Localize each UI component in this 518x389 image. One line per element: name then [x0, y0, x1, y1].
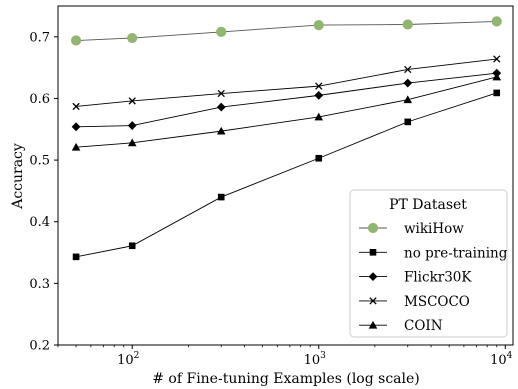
x-axis-label: # of Fine-tuning Examples (log scale): [152, 371, 420, 387]
y-tick-label: 0.7: [29, 30, 50, 45]
series-line-wikihow: [76, 20, 497, 41]
data-point-mscoco: [493, 55, 501, 63]
x-tick-label: 103: [304, 351, 327, 368]
legend-title: PT Dataset: [389, 197, 467, 213]
data-point-no-pre-training: [128, 242, 136, 250]
data-point-wikihow: [216, 26, 227, 37]
data-point-mscoco: [72, 102, 80, 111]
data-point-coin: [216, 126, 226, 135]
x-tick-label: 102: [117, 351, 139, 368]
data-point-no-pre-training: [404, 118, 412, 126]
series-line-flickr30k: [76, 72, 497, 128]
data-point-coin: [492, 72, 502, 81]
data-point-wikihow: [127, 32, 138, 44]
x-tick-label: 104: [490, 351, 513, 368]
data-point-coin: [403, 95, 413, 104]
legend-label: wikiHow: [404, 221, 464, 237]
legend-item-flickr30k: Flickr30K: [359, 270, 472, 286]
y-tick-label: 0.6: [29, 92, 50, 107]
data-point-flickr30k: [71, 122, 81, 132]
y-axis-label: Accuracy: [10, 143, 26, 210]
data-point-no-pre-training: [72, 253, 80, 261]
series-line-mscoco: [76, 58, 497, 107]
data-point-no-pre-training: [315, 154, 323, 162]
data-point-flickr30k: [216, 102, 226, 112]
legend-item-wikihow: wikiHow: [359, 221, 464, 237]
series-wikihow: [70, 16, 502, 46]
legend-marker-wikihow: [367, 222, 379, 234]
legend-items: wikiHow no pre-training Flickr30K MSCOCO COI…: [359, 221, 508, 334]
data-point-coin: [314, 112, 324, 121]
legend-marker-flickr30k: [368, 272, 378, 281]
data-point-flickr30k: [314, 90, 324, 100]
data-point-wikihow: [313, 20, 324, 31]
series-mscoco: [72, 55, 501, 111]
legend-box: [349, 189, 508, 338]
y-tick-label: 0.4: [29, 215, 50, 230]
data-point-wikihow: [491, 16, 502, 27]
legend-label: COIN: [404, 318, 443, 334]
series-line-no-pre-training: [75, 92, 497, 258]
data-point-mscoco: [217, 89, 225, 98]
plot-frame: [57, 5, 514, 346]
data-point-wikihow: [70, 35, 82, 46]
series-no-pre-training: [72, 89, 501, 261]
data-point-wikihow: [402, 19, 413, 30]
legend-label: Flickr30K: [404, 270, 472, 286]
series-line-coin: [76, 76, 497, 148]
series-layer: [70, 16, 502, 261]
y-tick-label: 0.2: [29, 339, 50, 354]
data-point-coin: [127, 138, 137, 147]
data-point-no-pre-training: [493, 89, 501, 97]
data-point-mscoco: [128, 97, 136, 105]
data-point-coin: [71, 142, 81, 151]
legend-item-coin: COIN: [359, 318, 443, 334]
legend-marker-coin: [368, 320, 378, 329]
y-tick-label: 0.5: [29, 154, 50, 169]
data-point-mscoco: [315, 82, 323, 90]
legend-label: no pre-training: [404, 245, 508, 261]
data-point-no-pre-training: [217, 193, 225, 201]
series-coin: [71, 72, 502, 151]
data-point-mscoco: [404, 65, 412, 74]
legend-marker-no-pre-training: [369, 249, 377, 256]
data-point-flickr30k: [403, 78, 413, 88]
legend-item-no-pre-training: no pre-training: [359, 245, 508, 261]
ticks-layer: 102 103 104 0.2 0.3 0.4 0.5 0.6 0.7: [29, 30, 512, 368]
legend-item-mscoco: MSCOCO: [359, 294, 470, 310]
legend: PT Dataset wikiHow no pre-training Flickr3…: [349, 189, 508, 338]
legend-marker-mscoco: [369, 297, 377, 305]
y-tick-label: 0.3: [29, 277, 50, 292]
data-point-flickr30k: [127, 121, 137, 130]
legend-label: MSCOCO: [404, 294, 470, 310]
